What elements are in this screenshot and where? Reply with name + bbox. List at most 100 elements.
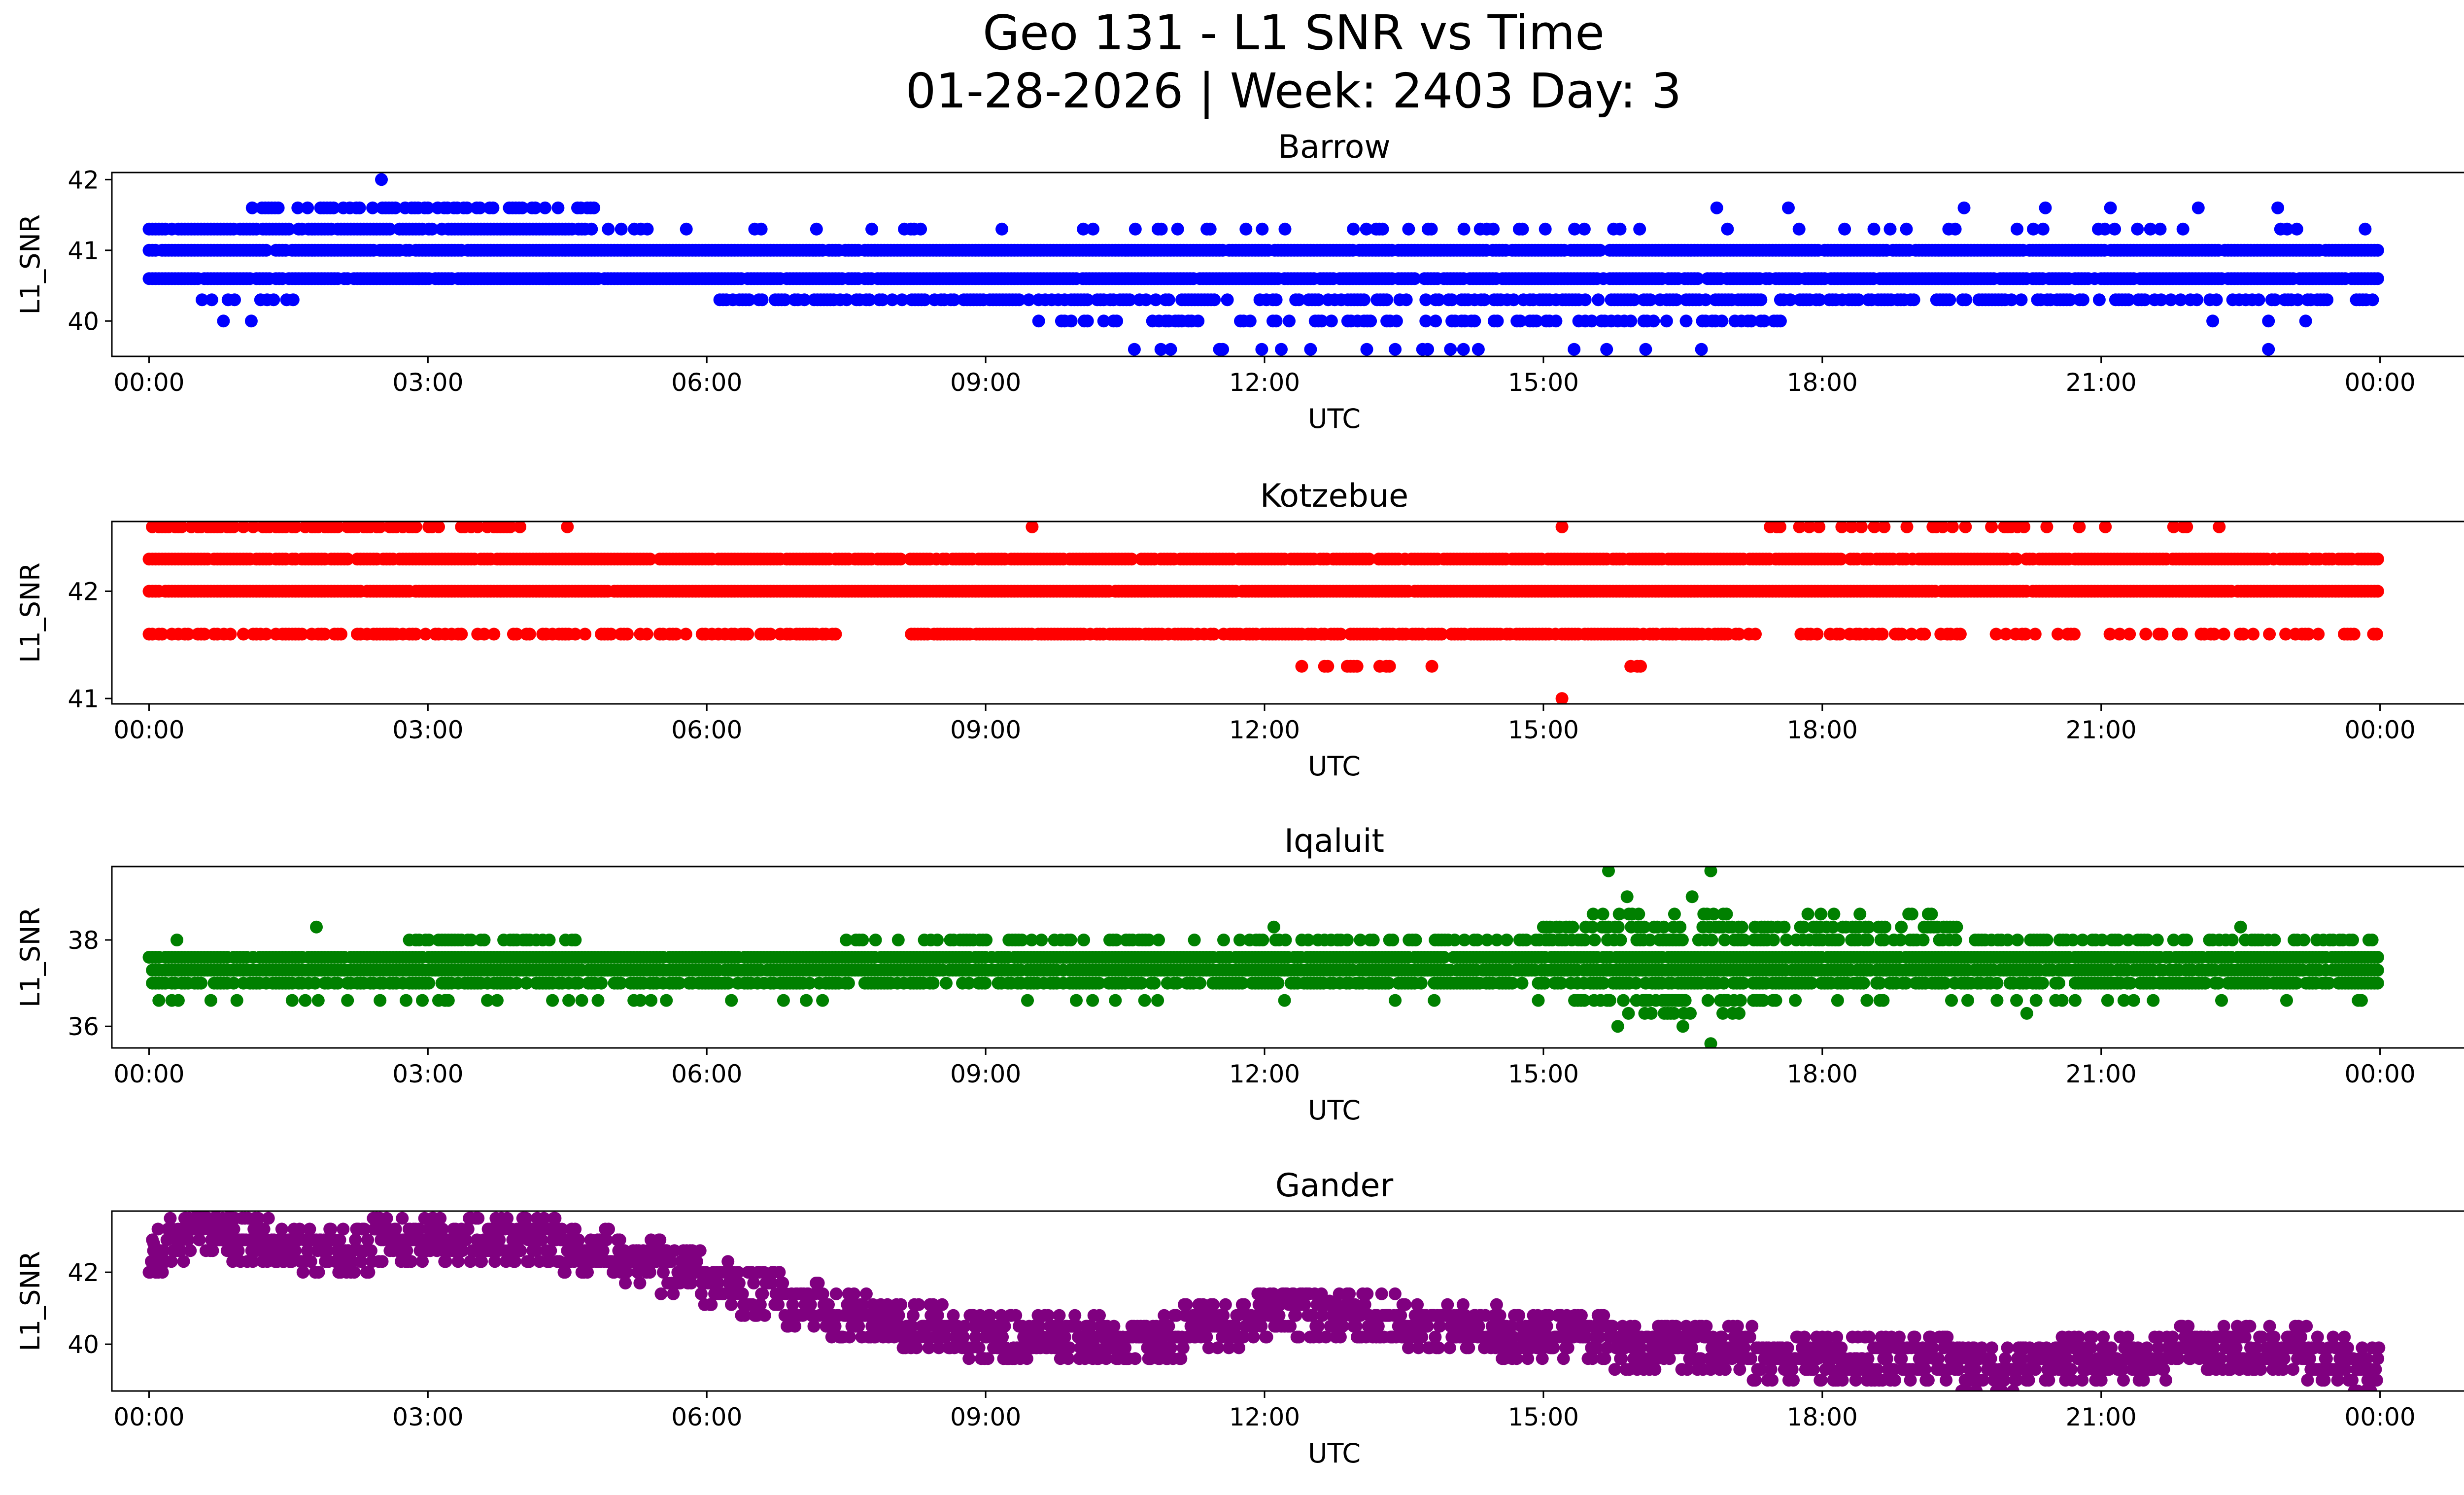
- data-point: [383, 222, 396, 236]
- data-point: [1203, 222, 1217, 236]
- data-point: [1989, 627, 2003, 641]
- subplot-title: Iqaluit: [1284, 823, 1384, 860]
- data-point: [455, 627, 468, 641]
- data-point: [743, 293, 756, 307]
- data-point: [1123, 293, 1136, 307]
- x-tick-label: 12:00: [1229, 368, 1300, 397]
- data-point: [2164, 293, 2178, 307]
- data-point: [1757, 314, 1771, 328]
- data-point: [1408, 272, 1421, 285]
- data-points: [142, 173, 2384, 356]
- data-point: [2371, 243, 2384, 257]
- data-point: [295, 627, 308, 641]
- y-axis-label: L1_SNR: [15, 562, 46, 663]
- data-point: [1419, 293, 1433, 307]
- data-point: [2371, 553, 2384, 566]
- data-point: [1077, 222, 1090, 236]
- x-tick-label: 06:00: [671, 716, 742, 744]
- data-point: [2011, 222, 2023, 236]
- data-point: [1468, 314, 1481, 328]
- data-point: [1315, 314, 1328, 328]
- data-point: [810, 222, 823, 236]
- data-point: [1457, 343, 1470, 356]
- data-point: [1634, 660, 1647, 673]
- data-point: [1321, 660, 1335, 673]
- data-point: [1419, 314, 1433, 328]
- data-point: [341, 553, 354, 566]
- x-tick-label: 03:00: [392, 368, 463, 397]
- data-point: [2190, 293, 2203, 307]
- data-point: [1435, 627, 1448, 641]
- data-point: [1110, 314, 1124, 328]
- data-point: [2359, 222, 2372, 236]
- data-point: [1878, 522, 1891, 533]
- data-point: [1357, 293, 1370, 307]
- x-tick-label: 21:00: [2066, 368, 2137, 397]
- data-point: [2371, 585, 2384, 598]
- data-point: [1833, 627, 1847, 641]
- data-point: [2103, 627, 2117, 641]
- y-tick-label: 42: [68, 577, 99, 606]
- data-point: [895, 293, 909, 307]
- data-point: [2122, 293, 2135, 307]
- data-point: [894, 553, 907, 566]
- data-point: [1985, 522, 1998, 533]
- data-point: [1643, 293, 1657, 307]
- data-point: [1907, 293, 1920, 307]
- data-point: [1895, 627, 1909, 641]
- data-point: [366, 201, 379, 214]
- data-point: [754, 222, 768, 236]
- x-tick-label: 03:00: [392, 716, 463, 744]
- data-point: [1304, 343, 1317, 356]
- data-point: [1275, 343, 1288, 356]
- data-point: [1425, 660, 1438, 673]
- data-point: [389, 201, 402, 214]
- data-point: [1733, 627, 1745, 641]
- data-point: [2302, 627, 2315, 641]
- data-point: [2180, 522, 2193, 533]
- data-point: [1129, 222, 1142, 236]
- data-point: [515, 201, 529, 214]
- data-point: [1216, 343, 1230, 356]
- data-point: [1125, 553, 1138, 566]
- data-point: [1867, 222, 1881, 236]
- data-point: [1239, 222, 1253, 236]
- data-point: [2092, 293, 2106, 307]
- data-point: [1295, 660, 1308, 673]
- data-point: [282, 222, 296, 236]
- data-point: [1478, 293, 1491, 307]
- data-point: [2213, 522, 2226, 533]
- data-point: [585, 222, 598, 236]
- data-point: [602, 222, 615, 236]
- data-point: [335, 627, 347, 641]
- data-point: [486, 201, 500, 214]
- x-tick-label: 18:00: [1787, 368, 1858, 397]
- data-point: [2210, 293, 2223, 307]
- data-point: [542, 272, 555, 285]
- data-point: [1600, 343, 1613, 356]
- data-point: [228, 293, 241, 307]
- data-point: [1918, 627, 1931, 641]
- data-point: [2299, 314, 2312, 328]
- data-point: [425, 222, 439, 236]
- data-point: [1749, 627, 1762, 641]
- data-point: [2139, 627, 2153, 641]
- data-point: [181, 627, 195, 641]
- data-point: [886, 293, 899, 307]
- data-point: [1852, 293, 1865, 307]
- data-point: [2262, 314, 2275, 328]
- data-point: [1081, 314, 1094, 328]
- data-point: [876, 293, 889, 307]
- data-point: [551, 201, 565, 214]
- data-point: [798, 293, 811, 307]
- data-point: [1444, 343, 1457, 356]
- data-point: [2098, 222, 2112, 236]
- data-point: [1087, 222, 1099, 236]
- subplot-title: Barrow: [1278, 129, 1390, 166]
- data-point: [2099, 522, 2112, 533]
- data-point: [1139, 293, 1153, 307]
- data-point: [1627, 293, 1641, 307]
